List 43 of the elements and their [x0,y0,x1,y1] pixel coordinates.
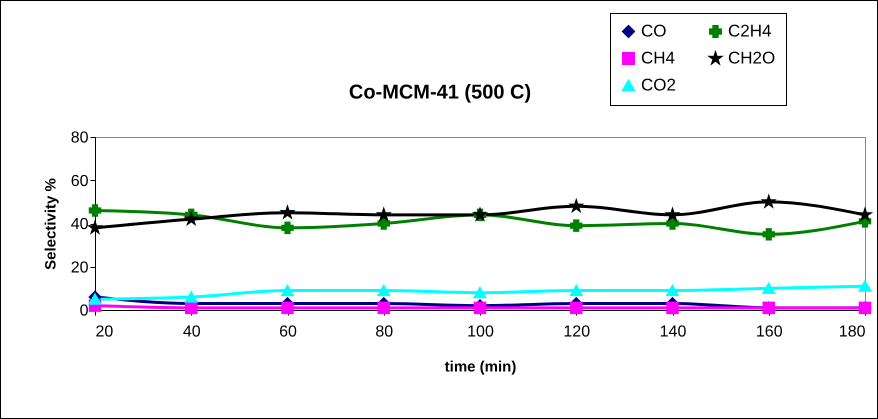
point [378,284,390,296]
point [281,284,294,296]
x-tick-label: 140 [660,324,686,340]
point [281,222,294,234]
point [762,228,775,241]
y-axis-title: Selectivity % [42,178,60,270]
point [88,204,102,217]
point [474,302,486,314]
chart-title: Co-MCM-41 (500 C) [348,82,532,104]
y-tick-label: 20 [70,259,89,276]
x-tick-label: 100 [467,324,494,340]
legend-label: CO [641,22,666,41]
y-tick-label: 80 [70,130,89,146]
point [185,291,198,303]
legend-label: CH2O [728,48,776,68]
point [666,217,679,230]
point [88,294,102,305]
point [185,302,198,314]
point [378,302,390,314]
x-tick-label: 180 [838,324,866,340]
y-tick-label: 0 [80,302,89,320]
point [281,302,294,314]
point [570,219,582,232]
x-tick-label: 160 [756,324,783,340]
point [378,217,390,230]
point [762,282,775,294]
point [570,284,582,296]
y-tick-label: 60 [70,172,89,190]
point [858,280,872,292]
x-axis-title: time (min) [444,358,516,376]
point [474,287,486,298]
x-tick-label: 120 [563,324,590,340]
point [666,302,679,314]
point [570,302,582,314]
point [666,284,679,296]
legend-label: CH4 [641,48,676,68]
legend-label: C2H4 [728,22,772,41]
x-tick-label: 20 [96,324,114,340]
x-tick-label: 40 [182,324,201,340]
x-tick-label: 80 [375,324,394,340]
legend-label: CO2 [641,76,676,94]
x-tick-label: 60 [279,324,297,340]
y-tick-label: 40 [70,216,89,233]
